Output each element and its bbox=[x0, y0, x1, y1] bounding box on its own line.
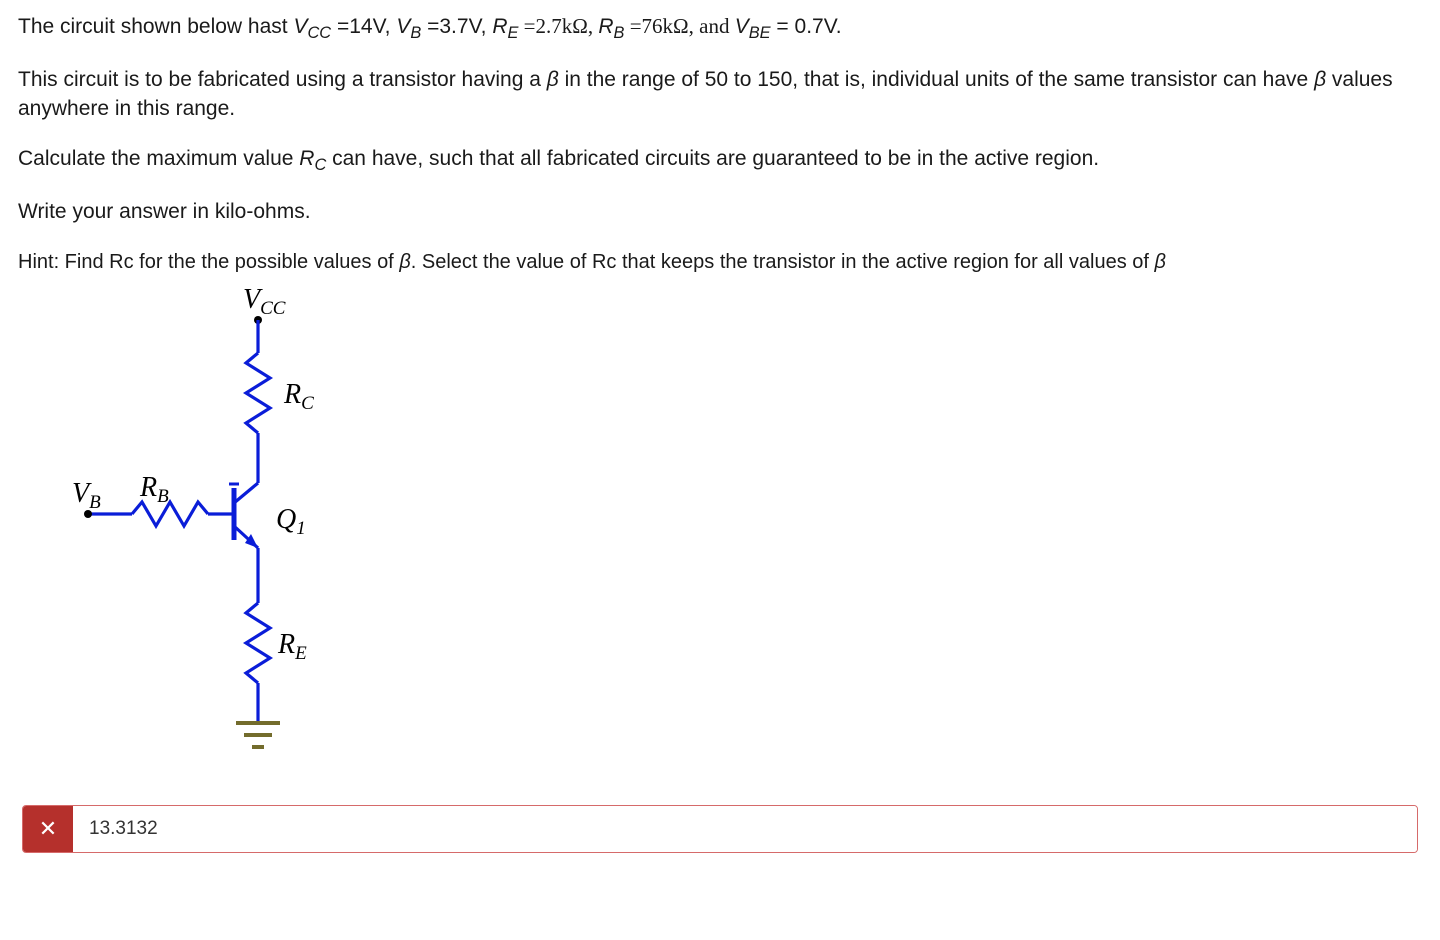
beta: β bbox=[547, 68, 559, 91]
vb-sub: B bbox=[410, 24, 421, 42]
vcc-label: VCC bbox=[243, 284, 286, 319]
problem-line-2: This circuit is to be fabricated using a… bbox=[18, 66, 1422, 123]
vcc-sym: V bbox=[293, 15, 307, 38]
text: This circuit is to be fabricated using a… bbox=[18, 68, 547, 91]
vbe-sub: BE bbox=[749, 24, 771, 42]
vb-sym: V bbox=[396, 15, 410, 38]
incorrect-icon: ✕ bbox=[23, 806, 73, 852]
resistor-rc-icon bbox=[246, 353, 270, 433]
text: Hint: Find Rc for the the possible value… bbox=[18, 251, 399, 273]
vcc-val: =14V, bbox=[331, 15, 396, 38]
q1-label: Q1 bbox=[276, 504, 306, 539]
answer-feedback: ✕ 13.3132 bbox=[22, 805, 1418, 853]
problem-line-4: Write your answer in kilo-ohms. bbox=[18, 198, 1422, 226]
text: can have, such that all fabricated circu… bbox=[326, 147, 1099, 170]
circuit-diagram: VCC RC Q1 bbox=[48, 278, 1422, 793]
vb-val: =3.7V, bbox=[421, 15, 492, 38]
rb-sym: R bbox=[598, 15, 613, 38]
rb-val: =76kΩ, and bbox=[624, 14, 734, 38]
vcc-sub: CC bbox=[307, 24, 331, 42]
wire bbox=[234, 483, 258, 503]
rc-label: RC bbox=[283, 379, 314, 414]
beta4: β bbox=[1154, 251, 1165, 273]
answer-value: 13.3132 bbox=[89, 818, 158, 839]
beta3: β bbox=[399, 251, 410, 273]
problem-line-3: Calculate the maximum value RC can have,… bbox=[18, 145, 1422, 176]
text: The circuit shown below hast bbox=[18, 15, 293, 38]
submitted-answer: 13.3132 bbox=[73, 806, 1417, 852]
cross-icon: ✕ bbox=[39, 816, 57, 842]
problem-line-1: The circuit shown below hast VCC =14V, V… bbox=[18, 12, 1422, 44]
re-label: RE bbox=[277, 629, 307, 664]
text: Write your answer in kilo-ohms. bbox=[18, 200, 311, 223]
text: Calculate the maximum value bbox=[18, 147, 299, 170]
resistor-re-icon bbox=[246, 603, 270, 683]
text: . Select the value of Rc that keeps the … bbox=[411, 251, 1155, 273]
vbe-sym: V bbox=[735, 15, 749, 38]
vbe-val: = 0.7V. bbox=[771, 15, 842, 38]
rb-label: RB bbox=[139, 472, 169, 507]
vb-label: VB bbox=[72, 478, 101, 513]
beta2: β bbox=[1314, 68, 1326, 91]
rb-sub: B bbox=[614, 24, 625, 42]
resistor-rb-icon bbox=[132, 502, 208, 526]
rc-sym: R bbox=[299, 147, 314, 170]
rc-sub: C bbox=[314, 156, 326, 174]
text: in the range of 50 to 150, that is, indi… bbox=[559, 68, 1314, 91]
re-sub: E bbox=[508, 24, 519, 42]
re-sym: R bbox=[492, 15, 507, 38]
re-val: =2.7kΩ, bbox=[518, 14, 598, 38]
hint-line: Hint: Find Rc for the the possible value… bbox=[18, 249, 1422, 276]
